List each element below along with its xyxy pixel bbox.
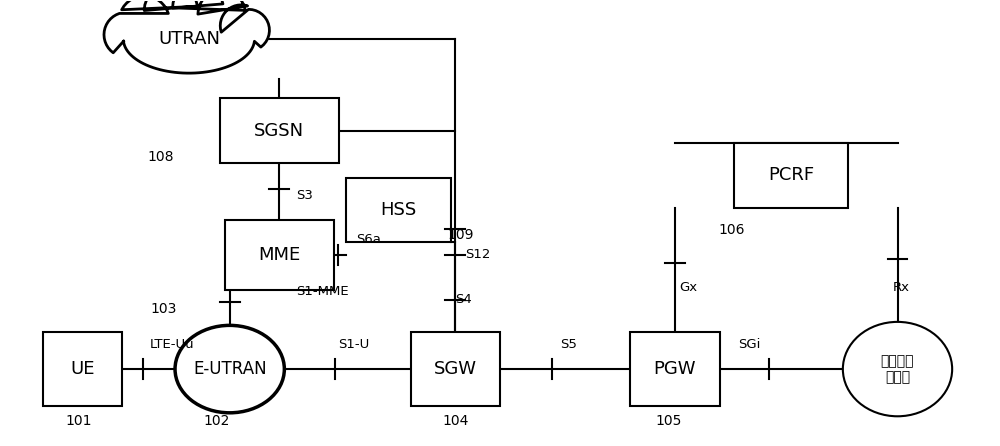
Text: S1-U: S1-U: [338, 338, 370, 351]
Text: S12: S12: [465, 248, 491, 261]
Polygon shape: [104, 0, 269, 73]
Text: 101: 101: [66, 414, 92, 428]
Text: S4: S4: [455, 293, 472, 306]
Bar: [43, 332, 122, 406]
Text: 104: 104: [442, 414, 468, 428]
Text: S3: S3: [296, 189, 313, 202]
Bar: [225, 220, 334, 289]
Text: Rx: Rx: [893, 281, 910, 294]
Text: 运营商服
务网络: 运营商服 务网络: [881, 354, 914, 384]
Text: PGW: PGW: [654, 360, 696, 378]
Text: HSS: HSS: [381, 201, 417, 219]
Text: S1-MME: S1-MME: [296, 285, 349, 298]
Text: E-UTRAN: E-UTRAN: [193, 360, 267, 378]
Text: SGSN: SGSN: [254, 122, 304, 140]
Text: PCRF: PCRF: [768, 166, 814, 184]
Text: UTRAN: UTRAN: [158, 30, 220, 48]
Bar: [734, 143, 848, 207]
Bar: [346, 178, 451, 242]
Text: SGi: SGi: [739, 338, 761, 351]
Text: 108: 108: [147, 150, 174, 165]
Text: UE: UE: [70, 360, 95, 378]
Bar: [220, 98, 339, 163]
Text: 103: 103: [150, 302, 177, 317]
Bar: [411, 332, 500, 406]
Text: MME: MME: [258, 246, 301, 264]
Text: 102: 102: [204, 414, 230, 428]
Text: LTE-Uu: LTE-Uu: [150, 338, 194, 351]
Text: Gx: Gx: [679, 281, 697, 294]
Ellipse shape: [843, 322, 952, 416]
Text: 105: 105: [656, 414, 682, 428]
Text: SGW: SGW: [434, 360, 477, 378]
Text: S6a: S6a: [356, 233, 381, 246]
Text: S5: S5: [560, 338, 577, 351]
Text: 106: 106: [719, 223, 745, 237]
Bar: [630, 332, 720, 406]
Ellipse shape: [175, 326, 284, 413]
Text: 109: 109: [447, 228, 474, 242]
